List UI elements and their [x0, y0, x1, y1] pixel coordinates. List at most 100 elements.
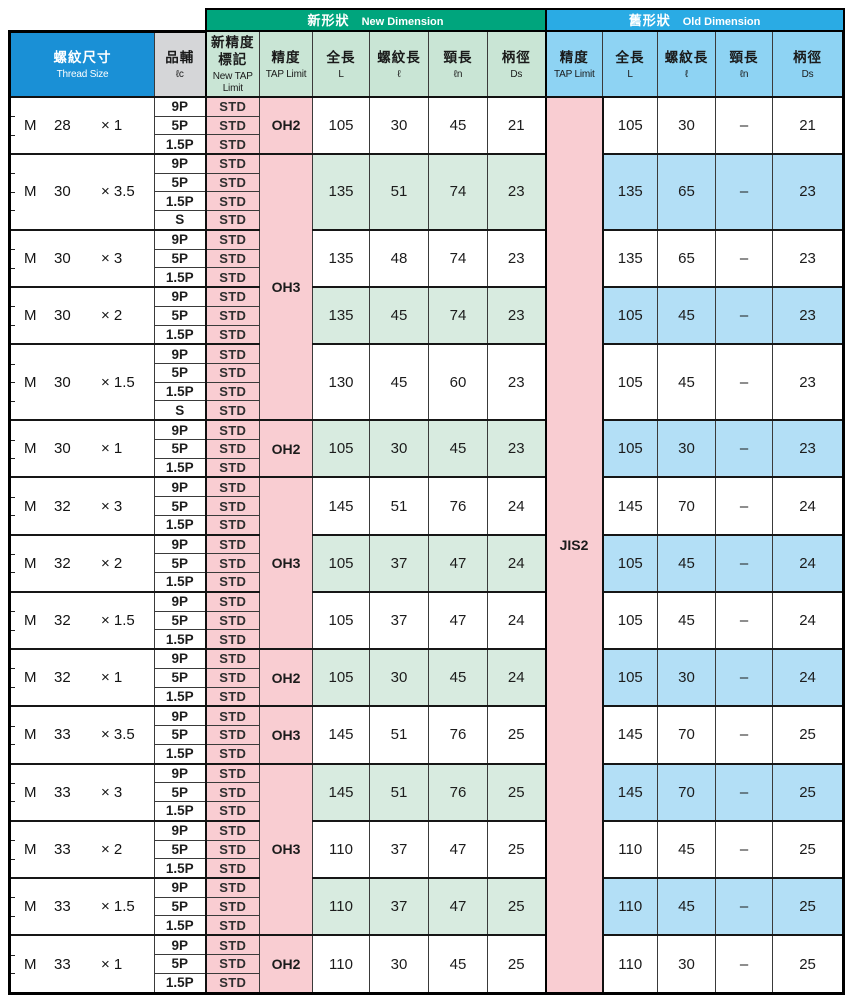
old-group-label-en: Old Dimension	[682, 16, 761, 28]
chamfer-length-cell: 9P	[154, 419, 207, 440]
thread-size-label: M 33 × 3	[24, 783, 123, 801]
new-tap-limit-mark-cell: STD	[205, 381, 260, 402]
new-thread-length-cell: 45	[369, 286, 429, 345]
col-header-new-thread-length: 螺紋長 ℓ	[369, 30, 429, 98]
row-tick	[12, 686, 15, 688]
row-tick	[12, 744, 15, 746]
old-shank-dia-cell: 24	[772, 590, 846, 650]
new-shank-dia-cell: 23	[486, 419, 547, 478]
old-neck-length-cell: –	[715, 648, 774, 707]
thread-size-cell: M 32 × 3	[8, 476, 155, 536]
table-row: 1.5P STD	[10, 572, 844, 593]
old-overall-length-cell: 105	[602, 533, 659, 593]
new-overall-length-cell: 145	[312, 705, 370, 765]
chamfer-length-cell: 5P	[154, 667, 207, 688]
row-tick	[12, 858, 15, 860]
thread-size-cell: M 30 × 2	[8, 286, 155, 345]
row-tick	[12, 400, 15, 402]
new-overall-length-cell: 105	[312, 533, 370, 593]
new-shank-dia-cell: 24	[486, 648, 547, 707]
new-shank-dia-cell: 23	[486, 152, 547, 231]
group-header-row: 新形狀 New Dimension 舊形狀 Old Dimension	[9, 8, 845, 32]
tap-limit-cell: OH2	[259, 419, 313, 478]
new-tap-limit-mark-cell: STD	[205, 839, 260, 860]
col-header-old-neck-length: 頸長 ℓn	[715, 30, 774, 98]
old-thread-length-cell: 45	[657, 343, 717, 421]
old-neck-length-cell: –	[715, 476, 774, 536]
row-tick	[12, 363, 15, 365]
chamfer-length-cell: 1.5P	[154, 134, 207, 155]
old-shank-dia-cell: 25	[772, 762, 846, 822]
new-shank-dia-cell: 24	[486, 533, 547, 593]
row-tick	[12, 840, 15, 842]
old-overall-length-cell: 110	[602, 876, 659, 936]
new-tap-limit-mark-cell: STD	[205, 953, 260, 974]
old-thread-length-cell: 30	[657, 934, 717, 996]
chamfer-length-cell: 9P	[154, 876, 207, 898]
old-thread-length-cell: 45	[657, 876, 717, 936]
table-row: 5P STD	[10, 896, 844, 917]
tap-dimension-table: 新形狀 New Dimension 舊形狀 Old Dimension 螺紋尺寸 Th…	[8, 8, 846, 996]
chamfer-length-cell: 9P	[154, 934, 207, 955]
table-row: 1.5P STD	[10, 457, 844, 478]
chamfer-length-cell: 1.5P	[154, 572, 207, 593]
chamfer-length-cell: 5P	[154, 438, 207, 459]
chamfer-length-cell: 9P	[154, 476, 207, 498]
new-thread-length-cell: 48	[369, 228, 429, 288]
old-overall-length-cell: 105	[602, 648, 659, 707]
col-header-new-neck-length: 頸長 ℓn	[428, 30, 488, 98]
new-tap-limit-mark-cell: STD	[205, 858, 260, 879]
table-row: 1.5P STD	[10, 686, 844, 707]
table-row: M 30 × 3.5 9P STD OH3 135 51 74 23 135 65–23	[8, 152, 846, 421]
thread-size-cell: M 32 × 1	[8, 648, 155, 707]
chamfer-length-cell: 1.5P	[154, 915, 207, 936]
new-tap-limit-mark-cell: STD	[205, 210, 260, 231]
chamfer-length-cell: 1.5P	[154, 457, 207, 478]
thread-size-label: M 32 × 2	[24, 554, 123, 572]
new-tap-limit-mark-cell: STD	[205, 610, 260, 631]
thread-size-cell: M 28 × 1	[8, 95, 155, 155]
new-tap-limit-mark-cell: STD	[205, 286, 260, 307]
old-overall-length-cell: 105	[602, 419, 659, 478]
thread-size-label: M 30 × 2	[24, 307, 123, 325]
new-neck-length-cell: 47	[428, 876, 488, 936]
thread-size-label: M 30 × 1	[24, 440, 123, 458]
old-overall-length-cell: 135	[602, 152, 659, 231]
table-row: 1.5P STD	[10, 191, 844, 212]
thread-size-label: M 32 × 1.5	[24, 611, 135, 629]
thread-size-cell: M 30 × 1	[8, 419, 155, 478]
col-header-old-tap-limit: 精度 TAP Limit	[545, 30, 604, 98]
new-tap-limit-mark-cell: STD	[205, 514, 260, 536]
row-tick	[12, 782, 15, 784]
old-thread-length-cell: 45	[657, 533, 717, 593]
old-neck-length-cell: –	[715, 419, 774, 478]
table-row: 5P STD	[10, 248, 844, 269]
new-tap-limit-mark-cell: STD	[205, 725, 260, 745]
new-overall-length-cell: 110	[312, 876, 370, 936]
table-row: 1.5P STD	[10, 267, 844, 288]
table-row: M 30 × 1 9P STD OH2 105 30 45 23 105 30–23	[8, 419, 846, 478]
chamfer-length-cell: 1.5P	[154, 800, 207, 822]
table-row: M 30 × 3 9P STD 135 48 74 23 135 65–23	[8, 228, 846, 288]
tap-limit-cell: OH2	[259, 648, 313, 707]
tap-limit-cell: OH3	[259, 476, 313, 650]
new-tap-limit-mark-cell: STD	[205, 762, 260, 784]
old-thread-length-cell: 45	[657, 819, 717, 879]
new-tap-limit-mark-cell: STD	[205, 590, 260, 612]
old-neck-length-cell: –	[715, 533, 774, 593]
table-row: M 33 × 1 9P STD OH2 110 30 45 25 110 30–25	[8, 934, 846, 996]
new-overall-length-cell: 145	[312, 476, 370, 536]
column-header-row: 螺紋尺寸 Thread Size 品輔 ℓc 新精度標記 New TAP Limit …	[8, 29, 846, 98]
new-shank-dia-cell: 23	[486, 286, 547, 345]
new-thread-length-cell: 37	[369, 876, 429, 936]
old-neck-length-cell: –	[715, 152, 774, 231]
chamfer-length-cell: 9P	[154, 95, 207, 117]
old-shank-dia-cell: 23	[772, 228, 846, 288]
new-thread-length-cell: 51	[369, 762, 429, 822]
new-shank-dia-cell: 21	[486, 95, 547, 155]
chamfer-length-cell: 1.5P	[154, 743, 207, 765]
old-overall-length-cell: 110	[602, 934, 659, 996]
old-overall-length-cell: 145	[602, 705, 659, 765]
old-thread-length-cell: 65	[657, 152, 717, 231]
chamfer-length-cell: 9P	[154, 762, 207, 784]
